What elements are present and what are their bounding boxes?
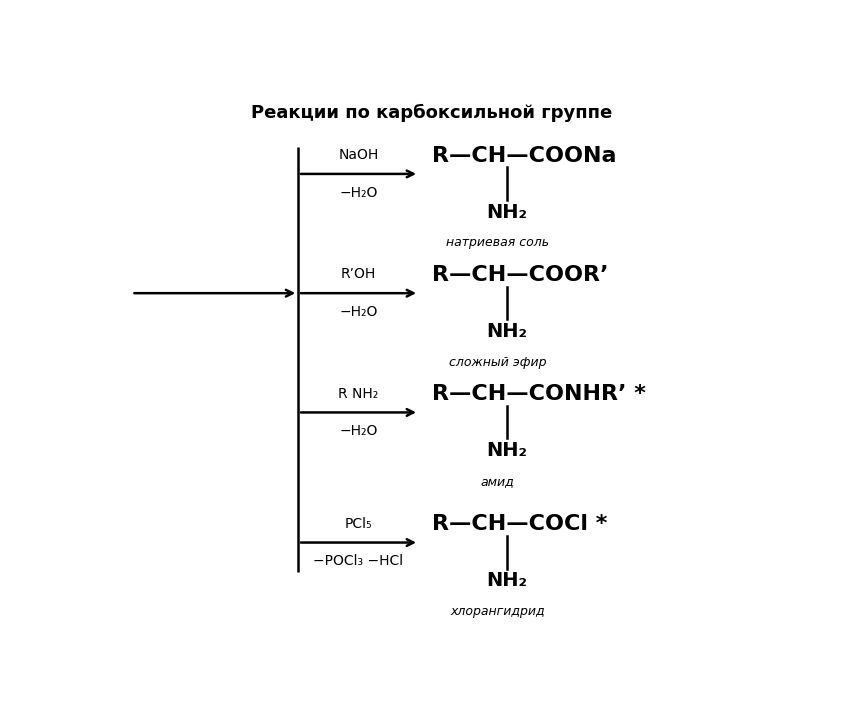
Text: Реакции по карбоксильной группе: Реакции по карбоксильной группе	[251, 103, 613, 122]
Text: PCl₅: PCl₅	[345, 517, 373, 531]
Text: NaOH: NaOH	[338, 148, 379, 162]
Text: натриевая соль: натриевая соль	[446, 237, 549, 249]
Text: амид: амид	[481, 474, 514, 488]
Text: R—CH—COOR’: R—CH—COOR’	[432, 265, 609, 285]
Text: хлорангидрид: хлорангидрид	[450, 605, 545, 618]
Text: NH₂: NH₂	[486, 322, 528, 341]
Text: R—CH—COCl *: R—CH—COCl *	[432, 515, 608, 534]
Text: −H₂O: −H₂O	[340, 305, 378, 319]
Text: сложный эфир: сложный эфир	[448, 356, 546, 368]
Text: NH₂: NH₂	[486, 441, 528, 460]
Text: R NH₂: R NH₂	[338, 386, 379, 401]
Text: R—CH—COONa: R—CH—COONa	[432, 146, 616, 166]
Text: −POCl₃ −HCl: −POCl₃ −HCl	[314, 555, 404, 568]
Text: R—CH—CONHR’ *: R—CH—CONHR’ *	[432, 384, 646, 404]
Text: NH₂: NH₂	[486, 203, 528, 222]
Text: −H₂O: −H₂O	[340, 425, 378, 439]
Text: NH₂: NH₂	[486, 571, 528, 590]
Text: −H₂O: −H₂O	[340, 186, 378, 200]
Text: R’OH: R’OH	[341, 268, 376, 282]
